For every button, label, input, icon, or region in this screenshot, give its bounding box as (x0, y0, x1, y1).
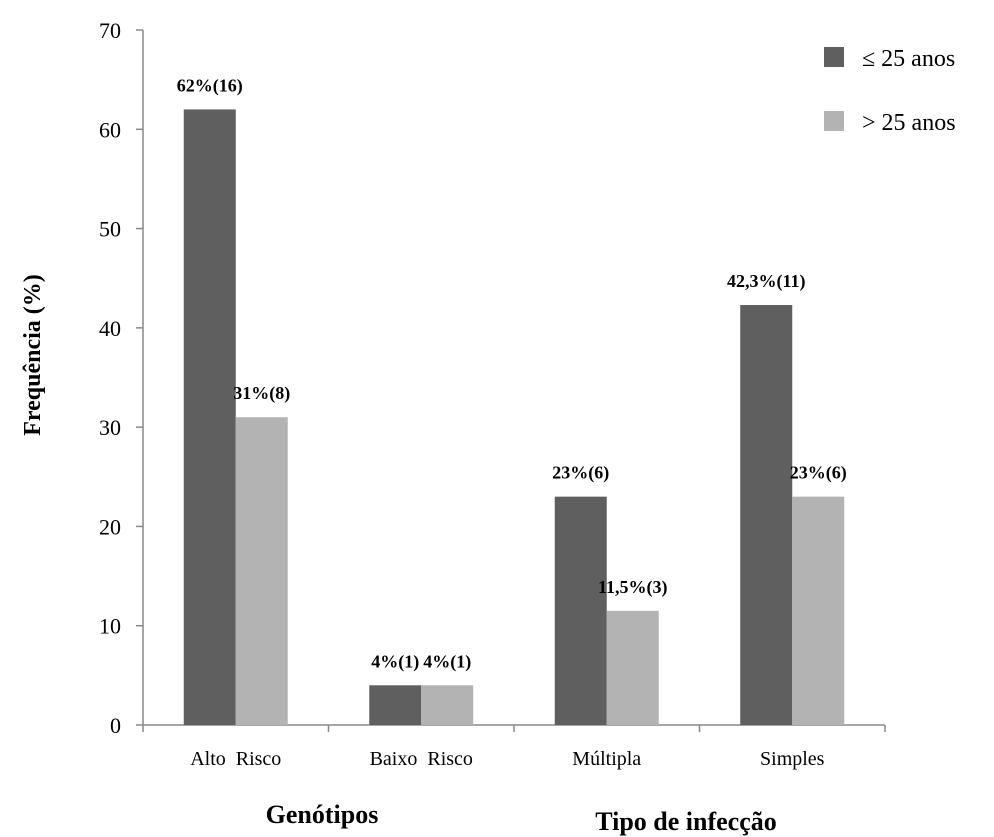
legend-swatch (824, 111, 844, 131)
bar (235, 417, 288, 725)
bar-data-label: 62%(16) (177, 75, 243, 96)
x-category-label: Simples (760, 748, 825, 770)
x-category-label: Alto Risco (190, 748, 281, 770)
bar (554, 496, 607, 725)
chart-bars (183, 109, 845, 725)
bar (421, 685, 474, 725)
y-tick-label: 40 (99, 316, 121, 341)
bar (369, 685, 422, 725)
chart-axes: 0 10 20 30 40 50 60 70 Alto Risco Baixo Risco Múlt… (99, 18, 886, 770)
legend-swatch (824, 47, 844, 67)
x-category-label: Baixo Risco (370, 748, 473, 770)
bar-data-label: 23%(6) (790, 463, 847, 484)
bar-data-label: 4%(1) (371, 651, 419, 672)
bar-data-label: 11,5%(3) (598, 577, 668, 598)
y-tick-label: 10 (99, 614, 121, 639)
bar (740, 305, 793, 725)
bar-data-label: 4%(1) (423, 651, 471, 672)
bar (183, 109, 236, 725)
chart-legend: ≤ 25 anos > 25 anos (824, 46, 956, 136)
bar-data-label: 31%(8) (233, 383, 290, 404)
chart-data-labels: 62%(16) 4%(1) 23%(6) 42,3%(11) 31%(8) 4%(1) 11… (177, 75, 847, 672)
x-category-label: Múltipla (572, 748, 641, 770)
y-tick-label: 70 (99, 18, 121, 43)
bar (606, 610, 659, 725)
bar (792, 496, 845, 725)
bar-data-label: 23%(6) (552, 463, 609, 484)
y-tick-label: 60 (99, 117, 121, 142)
y-tick-label: 50 (99, 217, 121, 242)
bar-data-label: 42,3%(11) (727, 271, 806, 292)
legend-label: > 25 anos (862, 110, 956, 136)
y-tick-label: 30 (99, 415, 121, 440)
y-tick-label: 0 (110, 713, 121, 738)
y-axis-title: Frequência (%) (20, 274, 46, 436)
y-tick-label: 20 (99, 514, 121, 539)
legend-label: ≤ 25 anos (862, 46, 955, 72)
group-title-tipo-de-infeccao: Tipo de infecção (595, 807, 777, 836)
group-title-genotipos: Genótipos (266, 800, 379, 829)
